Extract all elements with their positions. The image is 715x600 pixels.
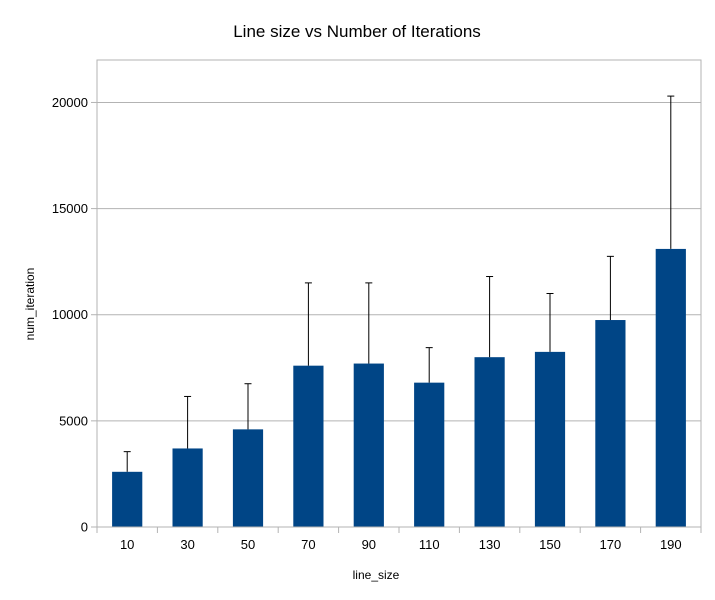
x-axis-label: line_size — [353, 568, 400, 582]
x-tick-label: 130 — [479, 537, 501, 552]
x-tick-label: 30 — [180, 537, 194, 552]
bars — [112, 248, 686, 527]
y-tick-label: 15000 — [52, 201, 88, 216]
bar — [534, 351, 566, 527]
bar — [655, 248, 686, 527]
y-tick-label: 0 — [81, 520, 88, 535]
y-tick-labels: 0 5000 10000 15000 20000 — [52, 95, 97, 535]
y-tick-label: 20000 — [52, 95, 88, 110]
y-tick-label: 10000 — [52, 307, 88, 322]
bar — [595, 320, 626, 527]
bar — [474, 357, 505, 527]
x-tick-label: 10 — [120, 537, 134, 552]
x-tick-label: 150 — [539, 537, 561, 552]
chart-title: Line size vs Number of Iterations — [233, 22, 481, 41]
bar — [112, 471, 143, 527]
bar — [414, 382, 445, 527]
x-tick-label: 90 — [362, 537, 376, 552]
x-tick-label: 190 — [660, 537, 682, 552]
bar — [232, 429, 264, 527]
x-tick-label: 50 — [241, 537, 255, 552]
bar — [353, 363, 384, 527]
error-bars — [123, 95, 675, 472]
x-tick-label: 170 — [600, 537, 622, 552]
x-tick-labels: 10 30 50 70 90 110 130 150 170 190 — [96, 527, 702, 552]
bar — [172, 448, 203, 527]
x-tick-label: 70 — [301, 537, 315, 552]
y-tick-label: 5000 — [59, 413, 88, 428]
x-tick-label: 110 — [419, 537, 440, 552]
bar — [293, 365, 324, 527]
y-axis-label: num_iteration — [23, 268, 37, 341]
